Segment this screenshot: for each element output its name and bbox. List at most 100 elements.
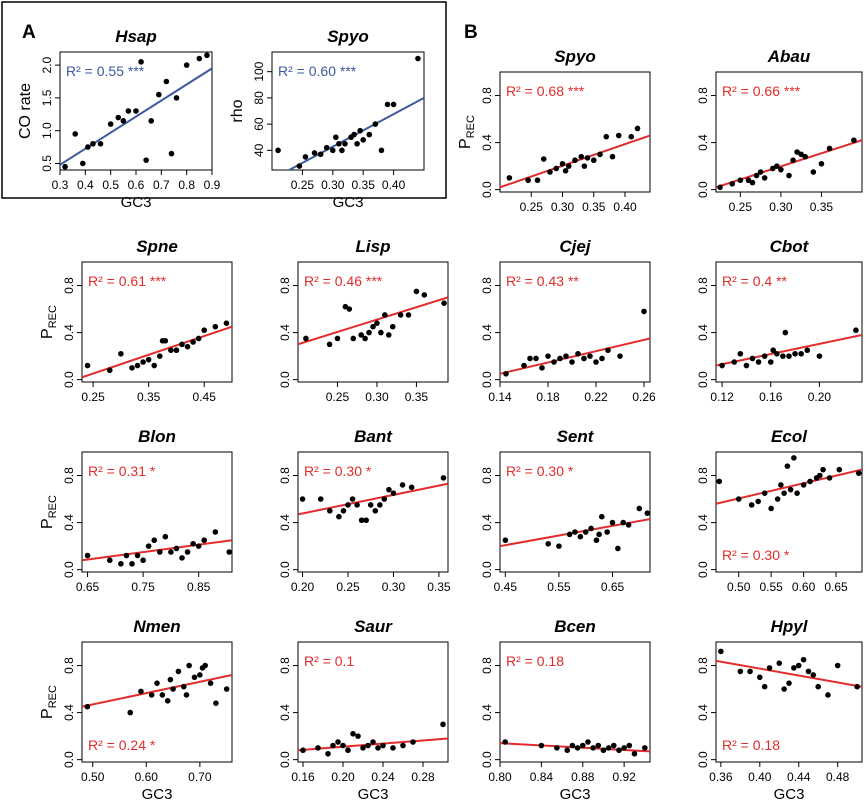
y-tick-label: 0.8 [696,467,710,484]
y-tick-label: 0.0 [696,561,710,578]
data-point [748,502,755,508]
fit-line [82,539,232,562]
data-point [776,660,783,666]
y-tick-label: 0.4 [696,704,710,721]
data-point [545,353,551,359]
data-point [340,508,347,514]
data-point [179,341,185,348]
data-point [377,502,383,508]
data-point [440,721,446,728]
y-axis-label: PREC [39,305,59,339]
r2-annotation: R² = 0.66 *** [722,83,801,99]
y-tick-label: 0.0 [696,371,710,388]
data-point [743,362,750,369]
data-point [605,347,611,354]
fit-line [60,67,212,166]
data-point [375,745,381,751]
y-tick-label: 0.8 [278,657,292,674]
chart-bant: Bant 0.20 0.25 0.30 0.35 0.0 0.4 0.8 R² = 0.30 * [278,427,451,594]
y-tick-label: 0.0 [480,371,494,388]
x-tick-label: 0.80 [488,770,512,784]
data-point [598,513,605,520]
data-point [527,355,533,362]
data-point [345,502,351,508]
chart-spyo_rho: Spyo 0.25 0.30 0.35 0.40 40 60 80 100 rho GC3 R² = … [229,27,425,211]
r2-annotation: R² = 0.4 ** [722,273,788,289]
data-point [372,508,379,514]
data-point [781,490,787,496]
data-point [644,510,651,516]
plot-frame [271,51,425,171]
data-point [296,163,303,169]
data-point [595,742,602,749]
data-point [737,668,744,675]
data-point [360,745,366,751]
data-point [212,529,219,535]
data-point [145,543,152,549]
data-point [805,668,812,675]
data-point [80,160,86,167]
data-point [370,323,376,330]
x-tick-label: 0.4 [77,178,94,192]
data-point [836,466,843,473]
y-tick-label: 0.8 [696,277,710,294]
data-point [415,55,421,62]
plot-frame [81,261,233,383]
y-tick-label: 0.8 [480,467,494,484]
plot-frame [499,641,651,763]
data-point [593,359,599,365]
data-point [367,502,374,508]
x-tick-label: 0.65 [824,580,848,594]
data-point [151,362,158,369]
y-tick-label: 0.0 [696,751,710,768]
data-point [851,137,857,144]
x-tick-label: 0.35 [427,580,451,594]
plot-frame [297,641,449,763]
fit-line [298,296,448,346]
x-tick-label: 0.25 [336,580,360,594]
x-tick-label: 0.35 [810,200,834,214]
data-point [786,353,792,359]
data-point [784,463,791,469]
data-point [168,150,175,157]
data-point [184,549,191,555]
data-point [303,335,309,342]
plot-frame [81,641,233,763]
y-tick-label: 0.8 [480,657,494,674]
y-tick-label: 100 [252,61,266,81]
x-tick-label: 0.40 [382,178,406,192]
plot-frame [499,451,651,573]
r2-annotation: R² = 0.30 * [506,463,574,479]
data-point [574,745,581,751]
y-tick-label: 0.4 [480,134,494,151]
data-point [170,686,176,692]
data-point [551,359,557,365]
y-tick-label: 0.0 [278,751,292,768]
data-point [774,163,780,169]
y-tick-label: 0.4 [696,324,710,341]
x-tick-label: 0.20 [808,390,832,404]
fit-line [82,673,232,708]
data-point [382,312,388,318]
data-point [405,312,412,318]
data-point [317,496,324,502]
data-point [140,557,146,564]
r2-annotation: R² = 0.61 *** [88,273,167,289]
data-point [162,533,169,540]
data-point [408,484,415,491]
data-point [212,323,219,330]
data-point [164,698,171,704]
x-axis-label: GC3 [142,786,173,800]
data-point [575,350,581,357]
data-point [794,490,800,496]
data-point [374,320,380,326]
x-tick-label: 0.9 [204,178,221,192]
data-point [378,147,385,154]
data-point [572,157,578,164]
data-point [761,490,768,496]
data-point [334,335,341,342]
data-point [794,149,800,155]
data-point [826,145,833,152]
data-point [127,709,134,716]
data-point [201,537,208,544]
